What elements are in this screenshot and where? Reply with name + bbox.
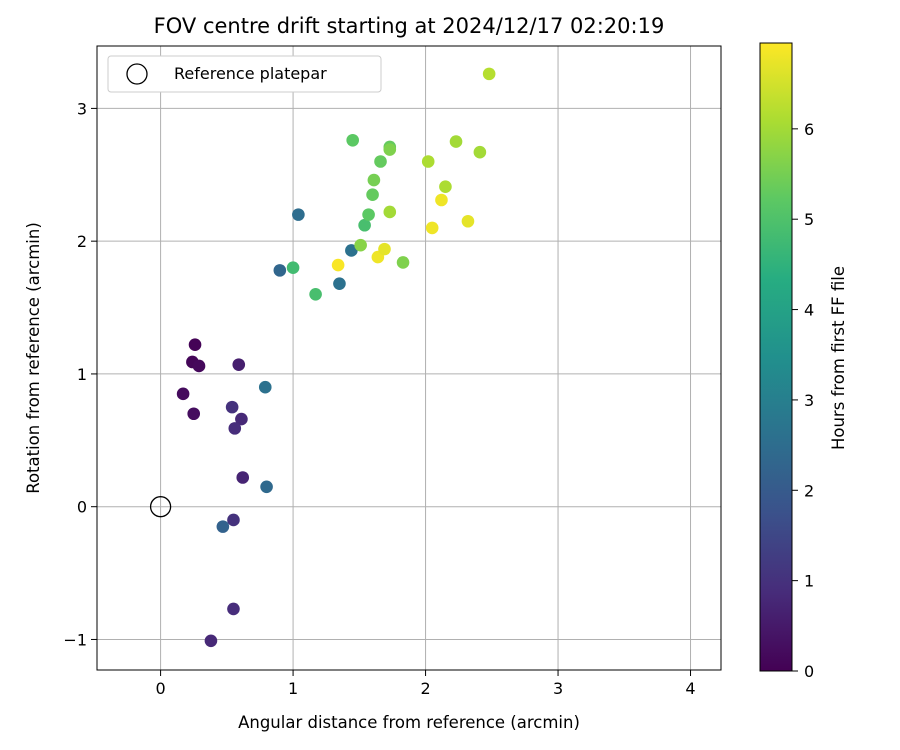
legend-box [107,55,382,93]
plot-frame [96,45,722,671]
data-point [383,143,397,156]
data-point [227,602,240,616]
legend: Reference platepar [107,55,382,93]
y-tick-label: 3 [77,99,87,118]
colorbar-tick-label: 6 [804,120,814,139]
data-point [449,135,463,148]
legend-label: Reference platepar [174,64,327,83]
data-point [232,358,246,371]
colorbar-gradient [759,42,793,672]
data-point [367,173,381,187]
data-point [473,145,487,159]
legend-marker [126,63,148,85]
x-tick-label: 2 [420,679,430,698]
colorbar-tick-label: 5 [804,210,814,229]
data-point [366,188,379,201]
x-tick-label: 0 [155,679,165,698]
colorbar-tick-label: 3 [804,391,814,410]
data-point [176,387,190,401]
colorbar-ticks: 0 1 2 3 4 5 6 [792,120,814,681]
data-point [421,155,435,168]
data-point [236,471,250,484]
y-tick-label: 1 [77,365,87,384]
y-axis-label: Rotation from reference (arcmin) [24,222,43,494]
data-point [188,338,202,352]
data-point [228,422,242,435]
data-point [292,208,305,221]
chart-title: FOV centre drift starting at 2024/12/17 … [154,14,665,38]
data-point [331,258,345,272]
data-point [345,244,358,257]
data-point [225,400,239,414]
data-point [461,214,475,228]
data-point [358,218,371,232]
data-point [374,155,387,168]
data-point [216,520,230,533]
data-points [176,67,496,648]
colorbar-tick-label: 2 [804,481,814,500]
data-point [396,256,410,269]
data-point [333,277,346,290]
x-tick-label: 4 [685,679,695,698]
colorbar-tick-label: 1 [804,572,814,591]
data-point [378,242,391,256]
reference-platepar-marker [149,496,172,518]
data-point [439,180,452,194]
data-point [354,238,367,252]
colorbar-tick-label: 0 [804,662,814,681]
data-point [258,380,272,394]
data-point [187,407,201,421]
x-tick-label: 1 [288,679,298,698]
data-point [425,221,439,235]
data-point [482,67,496,81]
y-tick-label: 2 [77,232,87,251]
data-point [286,261,300,275]
x-axis-label: Angular distance from reference (arcmin) [238,713,580,732]
data-point [435,193,448,207]
colorbar-label: Hours from first FF file [829,266,848,450]
y-tick-label: −1 [63,630,87,649]
data-point [346,133,359,147]
axes: 0 1 2 3 4 −1 0 1 2 3 [63,99,695,698]
data-point [204,634,218,648]
colorbar: 0 1 2 3 4 5 6 Hours from first FF file [759,42,848,681]
grid [97,46,721,670]
data-point [227,513,240,527]
colorbar-tick-label: 4 [804,301,814,320]
data-point [235,412,248,426]
data-point [192,359,206,373]
y-tick-label: 0 [77,498,87,517]
data-point [383,205,397,219]
x-tick-label: 3 [553,679,563,698]
data-point [260,480,273,494]
data-point [273,264,287,277]
data-point [309,287,322,301]
data-point [362,208,375,221]
